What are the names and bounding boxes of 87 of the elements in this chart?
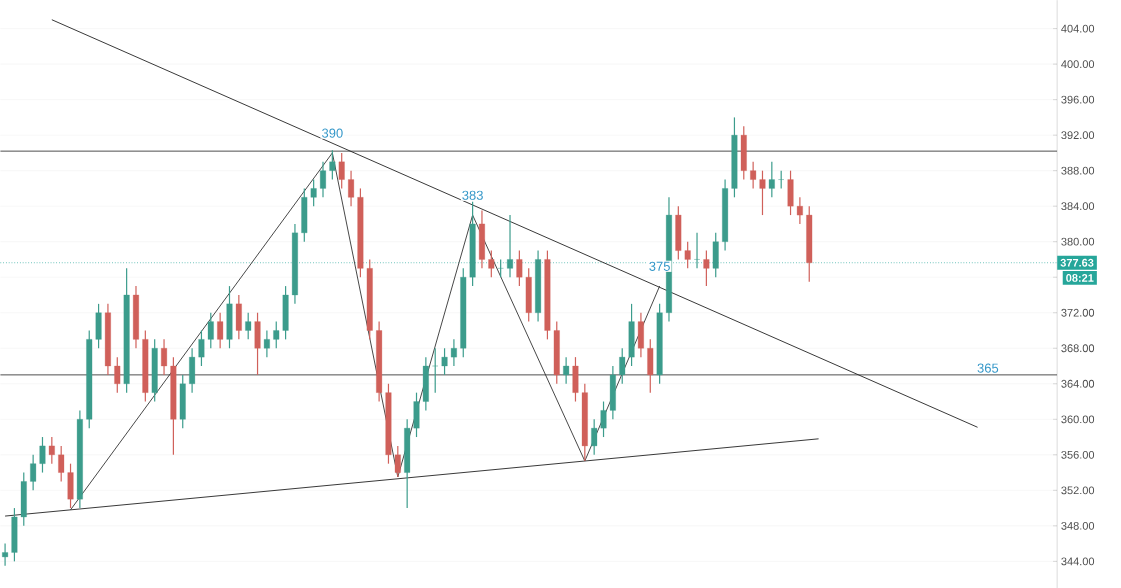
candlestick xyxy=(123,267,130,394)
candlestick xyxy=(142,329,149,403)
candlestick xyxy=(301,187,308,243)
candlestick xyxy=(441,347,448,376)
candlestick xyxy=(198,329,205,367)
candlestick xyxy=(600,400,607,438)
candlestick xyxy=(329,149,336,181)
y-tick-label: 360.00 xyxy=(1061,415,1095,424)
candlestick xyxy=(151,338,158,403)
candlestick xyxy=(67,462,74,509)
candlestick xyxy=(581,383,588,462)
y-tick-label: 384.00 xyxy=(1061,202,1095,210)
y-tick-label: 388.00 xyxy=(1061,166,1095,175)
candlestick xyxy=(647,338,654,394)
y-tick-label: 380.00 xyxy=(1061,237,1095,246)
candlestick xyxy=(263,329,270,358)
candlestick xyxy=(544,249,551,340)
candlestick xyxy=(525,267,532,323)
candlestick xyxy=(48,436,55,465)
candlestick xyxy=(787,169,794,216)
candlestick xyxy=(2,542,9,567)
candlestick xyxy=(282,285,289,340)
candlestick xyxy=(628,303,635,367)
candlestick xyxy=(95,303,102,349)
text: 08:21 xyxy=(1066,273,1094,282)
y-tick-label: 352.00 xyxy=(1061,486,1095,495)
candlestick xyxy=(750,161,757,189)
candlestick xyxy=(488,249,495,278)
candlestick xyxy=(684,241,691,269)
candlestick xyxy=(516,249,523,287)
ref-line-label: 377.63 xyxy=(1060,258,1094,267)
data-label: 390 xyxy=(322,128,343,138)
candlestick xyxy=(450,338,457,367)
candlestick xyxy=(394,445,401,478)
ref-line-label: 365 xyxy=(977,363,999,373)
candlestick xyxy=(413,391,420,438)
candlestick xyxy=(553,320,560,385)
candlestick xyxy=(58,445,65,482)
candlestick xyxy=(619,347,626,385)
y-tick-label: 368.00 xyxy=(1061,344,1095,353)
candlestick xyxy=(591,418,598,456)
candlestick xyxy=(572,356,579,403)
y-tick-label: 372.00 xyxy=(1061,308,1095,317)
y-tick-label: 404.00 xyxy=(1061,24,1095,33)
candlestick xyxy=(806,205,813,283)
candlestick xyxy=(20,471,27,527)
candlestick xyxy=(460,267,467,358)
candlestick xyxy=(740,125,747,181)
candlestick xyxy=(179,374,186,429)
candlestick xyxy=(712,232,719,278)
data-label: 383 xyxy=(462,190,483,200)
candlestick xyxy=(226,285,233,349)
candlestick xyxy=(310,178,317,207)
candlestick xyxy=(86,329,93,429)
candlestick xyxy=(273,320,280,349)
candlestick xyxy=(338,152,345,189)
candlestick xyxy=(563,356,570,385)
candlestick xyxy=(11,507,18,562)
candlestick xyxy=(114,356,121,394)
candlestick xyxy=(366,258,373,340)
candlestick xyxy=(469,201,476,287)
y-tick-label: 396.00 xyxy=(1061,95,1095,104)
candlestick xyxy=(207,312,214,349)
candlestick xyxy=(235,294,242,340)
candlestick xyxy=(796,196,803,225)
candlestick xyxy=(404,418,411,509)
candlestick xyxy=(357,187,364,278)
candlestick xyxy=(768,161,775,198)
y-tick-label: 356.00 xyxy=(1061,450,1095,459)
candlestick xyxy=(703,249,710,287)
y-tick-label: 344.00 xyxy=(1061,557,1095,566)
candlestick xyxy=(254,312,261,376)
candlestick xyxy=(656,303,663,385)
candlestick xyxy=(432,347,439,394)
candlestick xyxy=(245,312,252,340)
data-label: 375 xyxy=(649,261,670,271)
candlestick xyxy=(170,356,177,456)
candlestick xyxy=(39,436,46,474)
candlestick xyxy=(694,232,700,269)
y-tick-label: 364.00 xyxy=(1061,379,1095,388)
candlestick xyxy=(731,116,738,198)
y-tick-label: 348.00 xyxy=(1061,521,1095,530)
candlestick xyxy=(759,169,766,216)
candlestick xyxy=(385,383,392,465)
candlestick xyxy=(675,205,682,260)
y-tick-label: 400.00 xyxy=(1061,60,1095,68)
y-tick-label: 392.00 xyxy=(1061,131,1095,139)
